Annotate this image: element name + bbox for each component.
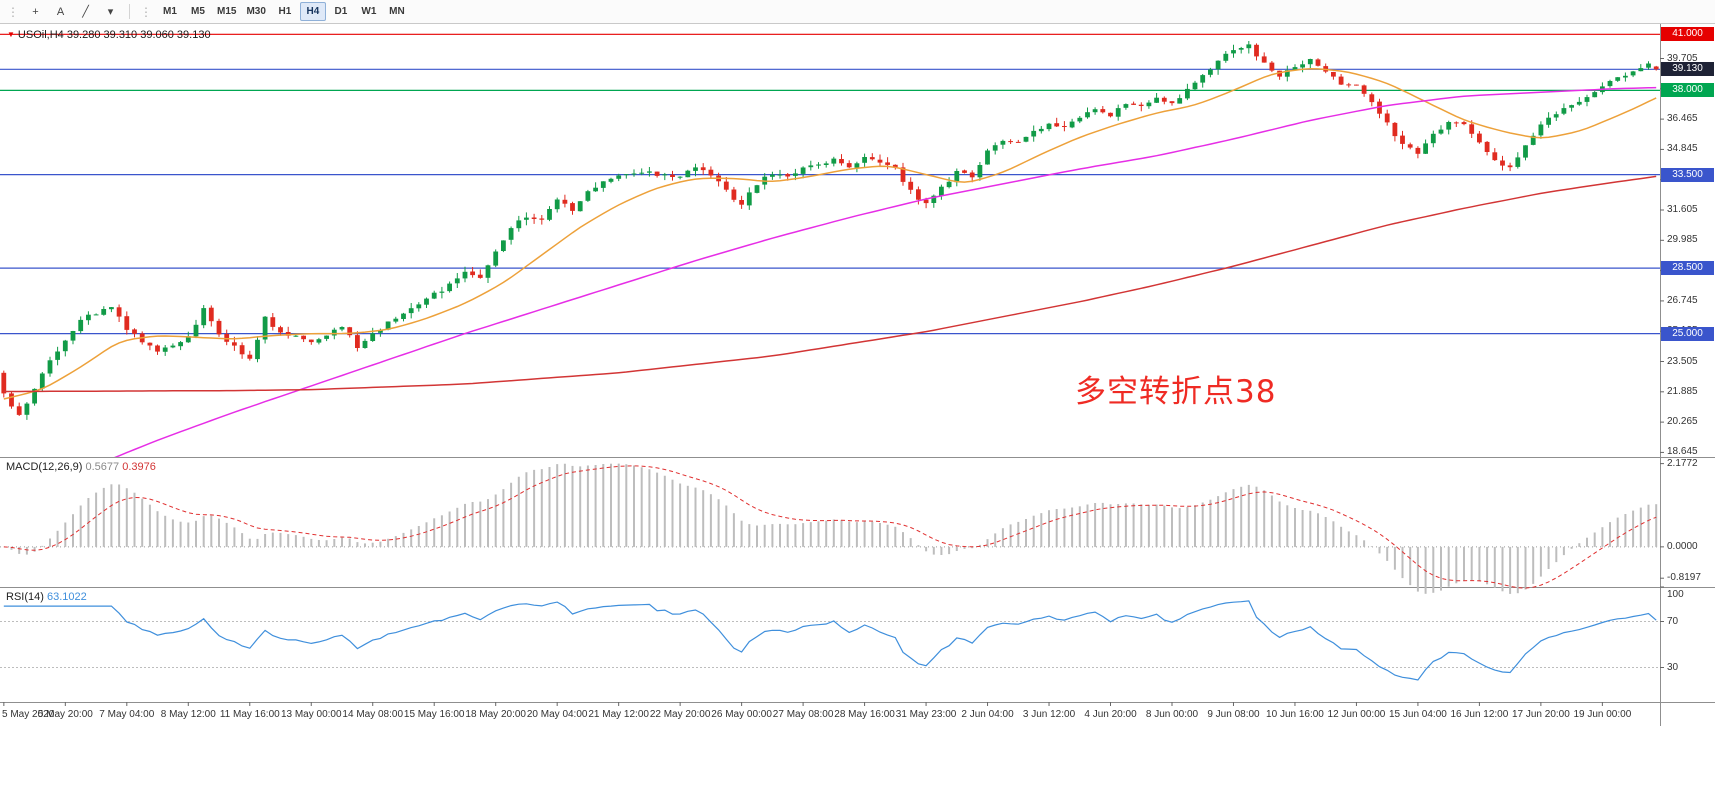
time-label: 15 May 16:00 <box>403 709 465 720</box>
price-tick-label: 21.885 <box>1667 385 1698 397</box>
price-tick-label: 36.465 <box>1667 113 1698 125</box>
time-label: 13 May 00:00 <box>280 709 342 720</box>
price-tick-label: 34.845 <box>1667 143 1698 155</box>
time-label: 15 Jun 04:00 <box>1388 709 1447 720</box>
price-tick-label: 20.265 <box>1667 416 1698 428</box>
price-line-label: 39.130 <box>1661 62 1714 77</box>
toolbar-grip[interactable]: ⋮ <box>7 4 19 19</box>
price-tick-label: 18.645 <box>1667 446 1698 458</box>
time-label: 5 May 20:00 <box>37 709 93 720</box>
chart-annotation-text[interactable]: 多空转折点38 <box>1075 374 1277 410</box>
ma-slow-red <box>3 175 1657 393</box>
macd-name: MACD(12,26,9) <box>6 461 83 473</box>
time-label: 9 Jun 08:00 <box>1207 709 1260 720</box>
toolbar-separator <box>129 4 130 19</box>
time-label: 11 May 16:00 <box>219 709 280 720</box>
time-label: 5 May 2020 <box>2 709 55 720</box>
macd-signal-value: 0.3976 <box>122 461 156 473</box>
rsi-axis-label: 30 <box>1667 661 1679 673</box>
rsi-value: 63.1022 <box>46 591 87 603</box>
timeframe-mn-button[interactable]: MN <box>384 2 410 21</box>
timeframe-h1-button[interactable]: H1 <box>272 2 298 21</box>
price-line-label: 38.000 <box>1661 83 1714 98</box>
time-label: 22 May 20:00 <box>649 709 711 720</box>
time-label: 3 Jun 12:00 <box>1022 709 1076 720</box>
time-label: 12 Jun 00:00 <box>1327 709 1386 720</box>
timeframe-m30-button[interactable]: M30 <box>242 2 269 21</box>
rsi-label: RSI(14) 63.1022 <box>6 591 87 603</box>
toolbar-grip[interactable]: ⋮ <box>140 4 152 19</box>
time-label: 26 May 00:00 <box>711 709 772 720</box>
time-label: 10 Jun 16:00 <box>1266 709 1324 720</box>
price-tick-label: 29.985 <box>1667 234 1698 246</box>
symbol-ohlc-text: USOil,H4 39.280 39.310 39.060 39.130 <box>17 29 211 41</box>
macd-axis-label: -0.8197 <box>1667 572 1701 584</box>
time-label: 8 Jun 00:00 <box>1145 709 1199 720</box>
rsi-line <box>3 600 1657 681</box>
rsi-axis-label: 100 <box>1667 589 1684 600</box>
time-label: 16 Jun 12:00 <box>1450 709 1509 720</box>
price-line-label: 33.500 <box>1661 167 1714 182</box>
time-label: 4 Jun 20:00 <box>1084 709 1137 720</box>
toolbar: ⋮ + A ╱ ▾ ⋮ M1 M5 M15 M30 H1 H4 D1 W1 MN <box>0 0 1715 24</box>
horizontal-lines <box>0 33 1660 335</box>
macd-label: MACD(12,26,9) 0.5677 0.3976 <box>6 461 156 473</box>
time-label: 21 May 12:00 <box>588 709 649 720</box>
time-label: 2 Jun 04:00 <box>961 709 1014 720</box>
tool-crosshair-button[interactable]: + <box>24 2 47 21</box>
time-label: 31 May 23:00 <box>895 709 957 720</box>
price-tick-label: 31.605 <box>1667 204 1698 215</box>
price-tick-label: 39.705 <box>1667 52 1698 64</box>
timeframe-w1-button[interactable]: W1 <box>356 2 382 21</box>
time-label: 18 May 20:00 <box>465 709 526 720</box>
time-label: 28 May 16:00 <box>834 709 895 720</box>
price-line-label: 25.000 <box>1661 326 1714 341</box>
rsi-name: RSI(14) <box>6 591 44 603</box>
price-tick-label: 23.505 <box>1667 355 1698 367</box>
time-label: 19 Jun 00:00 <box>1573 709 1632 720</box>
timeframe-m15-button[interactable]: M15 <box>213 2 240 21</box>
time-label: 8 May 12:00 <box>160 709 216 720</box>
price-line-label: 41.000 <box>1661 27 1714 42</box>
tool-shapes-dropdown-button[interactable]: ▾ <box>99 2 122 21</box>
time-label: 14 May 08:00 <box>342 709 404 720</box>
moving-averages <box>3 68 1657 457</box>
time-label: 27 May 08:00 <box>772 709 834 720</box>
macd-histogram <box>10 463 1658 594</box>
candles-layer <box>1 41 1659 420</box>
time-label: 17 Jun 20:00 <box>1511 709 1570 720</box>
time-label: 20 May 04:00 <box>526 709 588 720</box>
tool-text-label-button[interactable]: A <box>49 2 72 21</box>
ma-fast-orange <box>3 68 1657 400</box>
symbol-title: ▼ USOil,H4 39.280 39.310 39.060 39.130 <box>7 29 211 41</box>
timeframe-m1-button[interactable]: M1 <box>157 2 183 21</box>
time-label: 7 May 04:00 <box>99 709 155 720</box>
timeframe-h4-button[interactable]: H4 <box>299 2 326 21</box>
timeframe-m5-button[interactable]: M5 <box>185 2 211 21</box>
macd-main-value: 0.5677 <box>85 461 120 473</box>
ma-mid-magenta <box>114 86 1657 457</box>
price-tick-label: 26.745 <box>1667 294 1698 306</box>
symbol-dropdown-icon[interactable]: ▼ <box>7 30 15 39</box>
macd-axis-label: 2.1772 <box>1667 458 1698 469</box>
macd-signal-line <box>3 465 1657 589</box>
macd-axis-label: 0.0000 <box>1667 540 1698 552</box>
rsi-axis-label: 70 <box>1667 615 1679 627</box>
timeframe-d1-button[interactable]: D1 <box>328 2 354 21</box>
tool-trendline-button[interactable]: ╱ <box>74 2 97 21</box>
price-line-label: 28.500 <box>1661 261 1714 276</box>
